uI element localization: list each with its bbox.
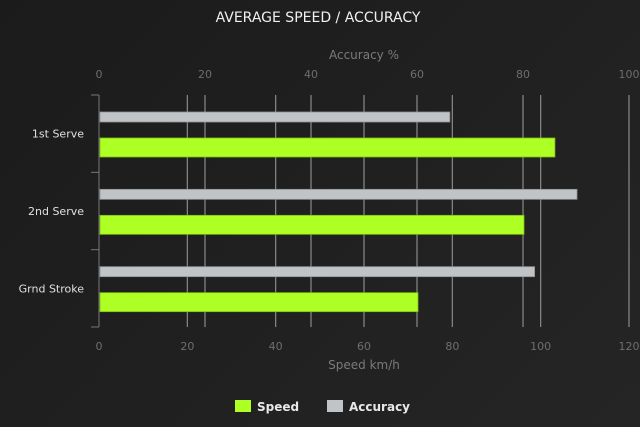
legend-swatch-accuracy [327, 400, 343, 412]
accuracy-bar [99, 111, 451, 123]
bottom-tick-label: 120 [619, 340, 640, 353]
top-tick-label: 60 [410, 68, 424, 81]
bottom-axis-title: Speed km/h [328, 358, 400, 372]
category-label: 2nd Serve [28, 205, 84, 218]
top-tick-label: 0 [96, 68, 103, 81]
legend-label-accuracy: Accuracy [349, 400, 410, 414]
accuracy-bar [99, 188, 578, 200]
bottom-tick-label: 40 [269, 340, 283, 353]
accuracy-bar [99, 266, 536, 278]
top-tick-label: 40 [304, 68, 318, 81]
bottom-tick-label: 60 [357, 340, 371, 353]
category-label: Grnd Stroke [19, 282, 85, 295]
bottom-tick-label: 100 [530, 340, 551, 353]
speed-bar [99, 214, 525, 235]
top-axis-title: Accuracy % [329, 48, 399, 62]
top-tick-label: 80 [516, 68, 530, 81]
top-tick-label: 100 [619, 68, 640, 81]
bottom-tick-label: 20 [180, 340, 194, 353]
bottom-tick-label: 0 [96, 340, 103, 353]
chart-title: AVERAGE SPEED / ACCURACY [216, 10, 421, 26]
top-tick-label: 20 [198, 68, 212, 81]
bottom-tick-label: 80 [445, 340, 459, 353]
legend-label-speed: Speed [257, 400, 299, 414]
legend-swatch-speed [235, 400, 251, 412]
speed-bar [99, 137, 556, 158]
category-label: 1st Serve [32, 128, 84, 141]
speed-bar [99, 292, 419, 313]
